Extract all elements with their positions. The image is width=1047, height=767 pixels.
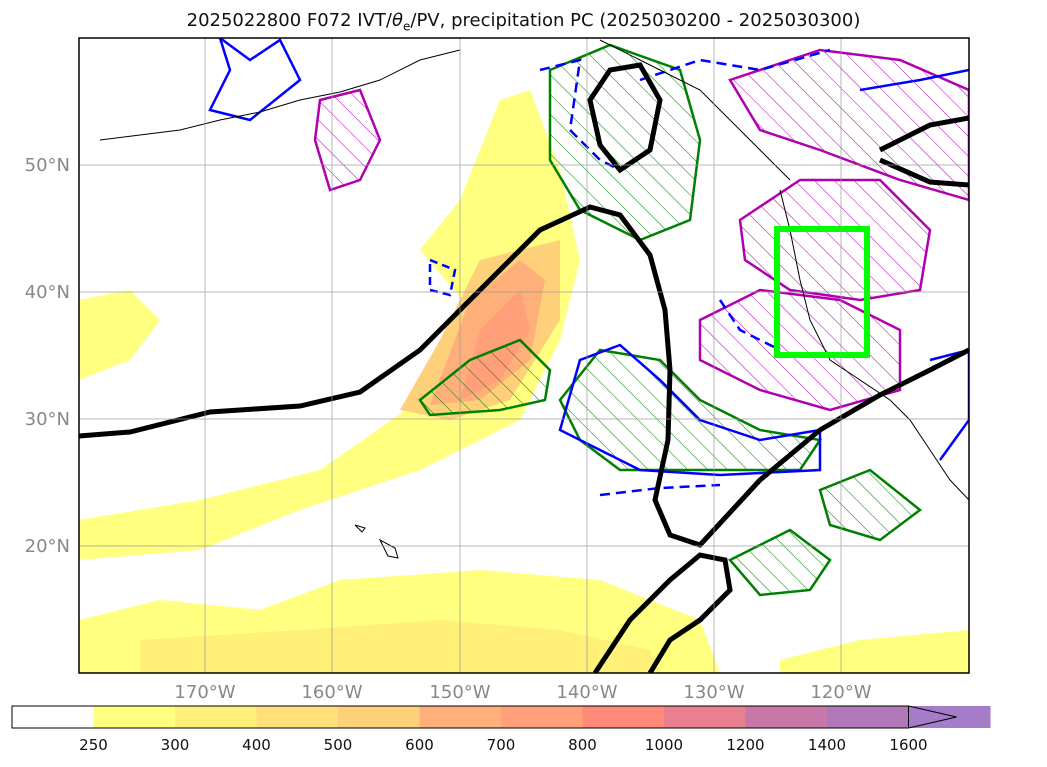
lat-label-30n: 30°N [25, 409, 70, 430]
colorbar-segment [582, 706, 665, 728]
coastlines [99, 39, 969, 559]
colorbar-tick-label: 1000 [645, 736, 683, 754]
colorbar-tick-label: 1400 [808, 736, 846, 754]
pv-contours [79, 62, 969, 673]
colorbar-tick-label: 400 [242, 736, 271, 754]
colorbar-segment [745, 706, 828, 728]
colorbar-segment [501, 706, 583, 728]
colorbar-segment [175, 706, 257, 728]
colorbar-tick-label: 500 [324, 736, 353, 754]
colorbar: 250 300 400 500 600 700 800 1000 1200 1400 1600 [11, 705, 991, 754]
lon-label-120w: 120°W [810, 682, 871, 703]
ivt-shading [79, 90, 969, 673]
colorbar-tick-label: 1200 [726, 736, 764, 754]
colorbar-segment [256, 706, 339, 728]
lat-label-50n: 50°N [25, 155, 70, 176]
precip-hatch-regions [313, 43, 969, 597]
map-frame [78, 37, 970, 674]
lat-label-20n: 20°N [25, 536, 70, 557]
colorbar-tick-label: 250 [79, 736, 108, 754]
colorbar-frame [11, 705, 909, 729]
colorbar-segment [664, 706, 746, 728]
colorbar-tick-label: 300 [161, 736, 190, 754]
colorbar-tick-label: 800 [568, 736, 597, 754]
colorbar-tick-label: 600 [405, 736, 434, 754]
colorbar-tick-label: 700 [487, 736, 516, 754]
colorbar-extend-arrow [908, 705, 957, 729]
lon-label-150w: 150°W [429, 682, 490, 703]
lon-label-130w: 130°W [683, 682, 744, 703]
theta-contours [208, 38, 969, 497]
colorbar-segment [338, 706, 420, 728]
graticule [79, 38, 969, 673]
colorbar-segment [827, 706, 909, 728]
colorbar-tick-label: 1600 [889, 736, 927, 754]
lat-label-40n: 40°N [25, 282, 70, 303]
lon-label-140w: 140°W [556, 682, 617, 703]
colorbar-segment [93, 706, 176, 728]
colorbar-segment [12, 706, 94, 728]
colorbar-segment [419, 706, 502, 728]
lon-label-160w: 160°W [301, 682, 362, 703]
lon-label-170w: 170°W [174, 682, 235, 703]
map-title: 2025022800 F072 IVT/θe/PV, precipitation… [186, 10, 861, 34]
